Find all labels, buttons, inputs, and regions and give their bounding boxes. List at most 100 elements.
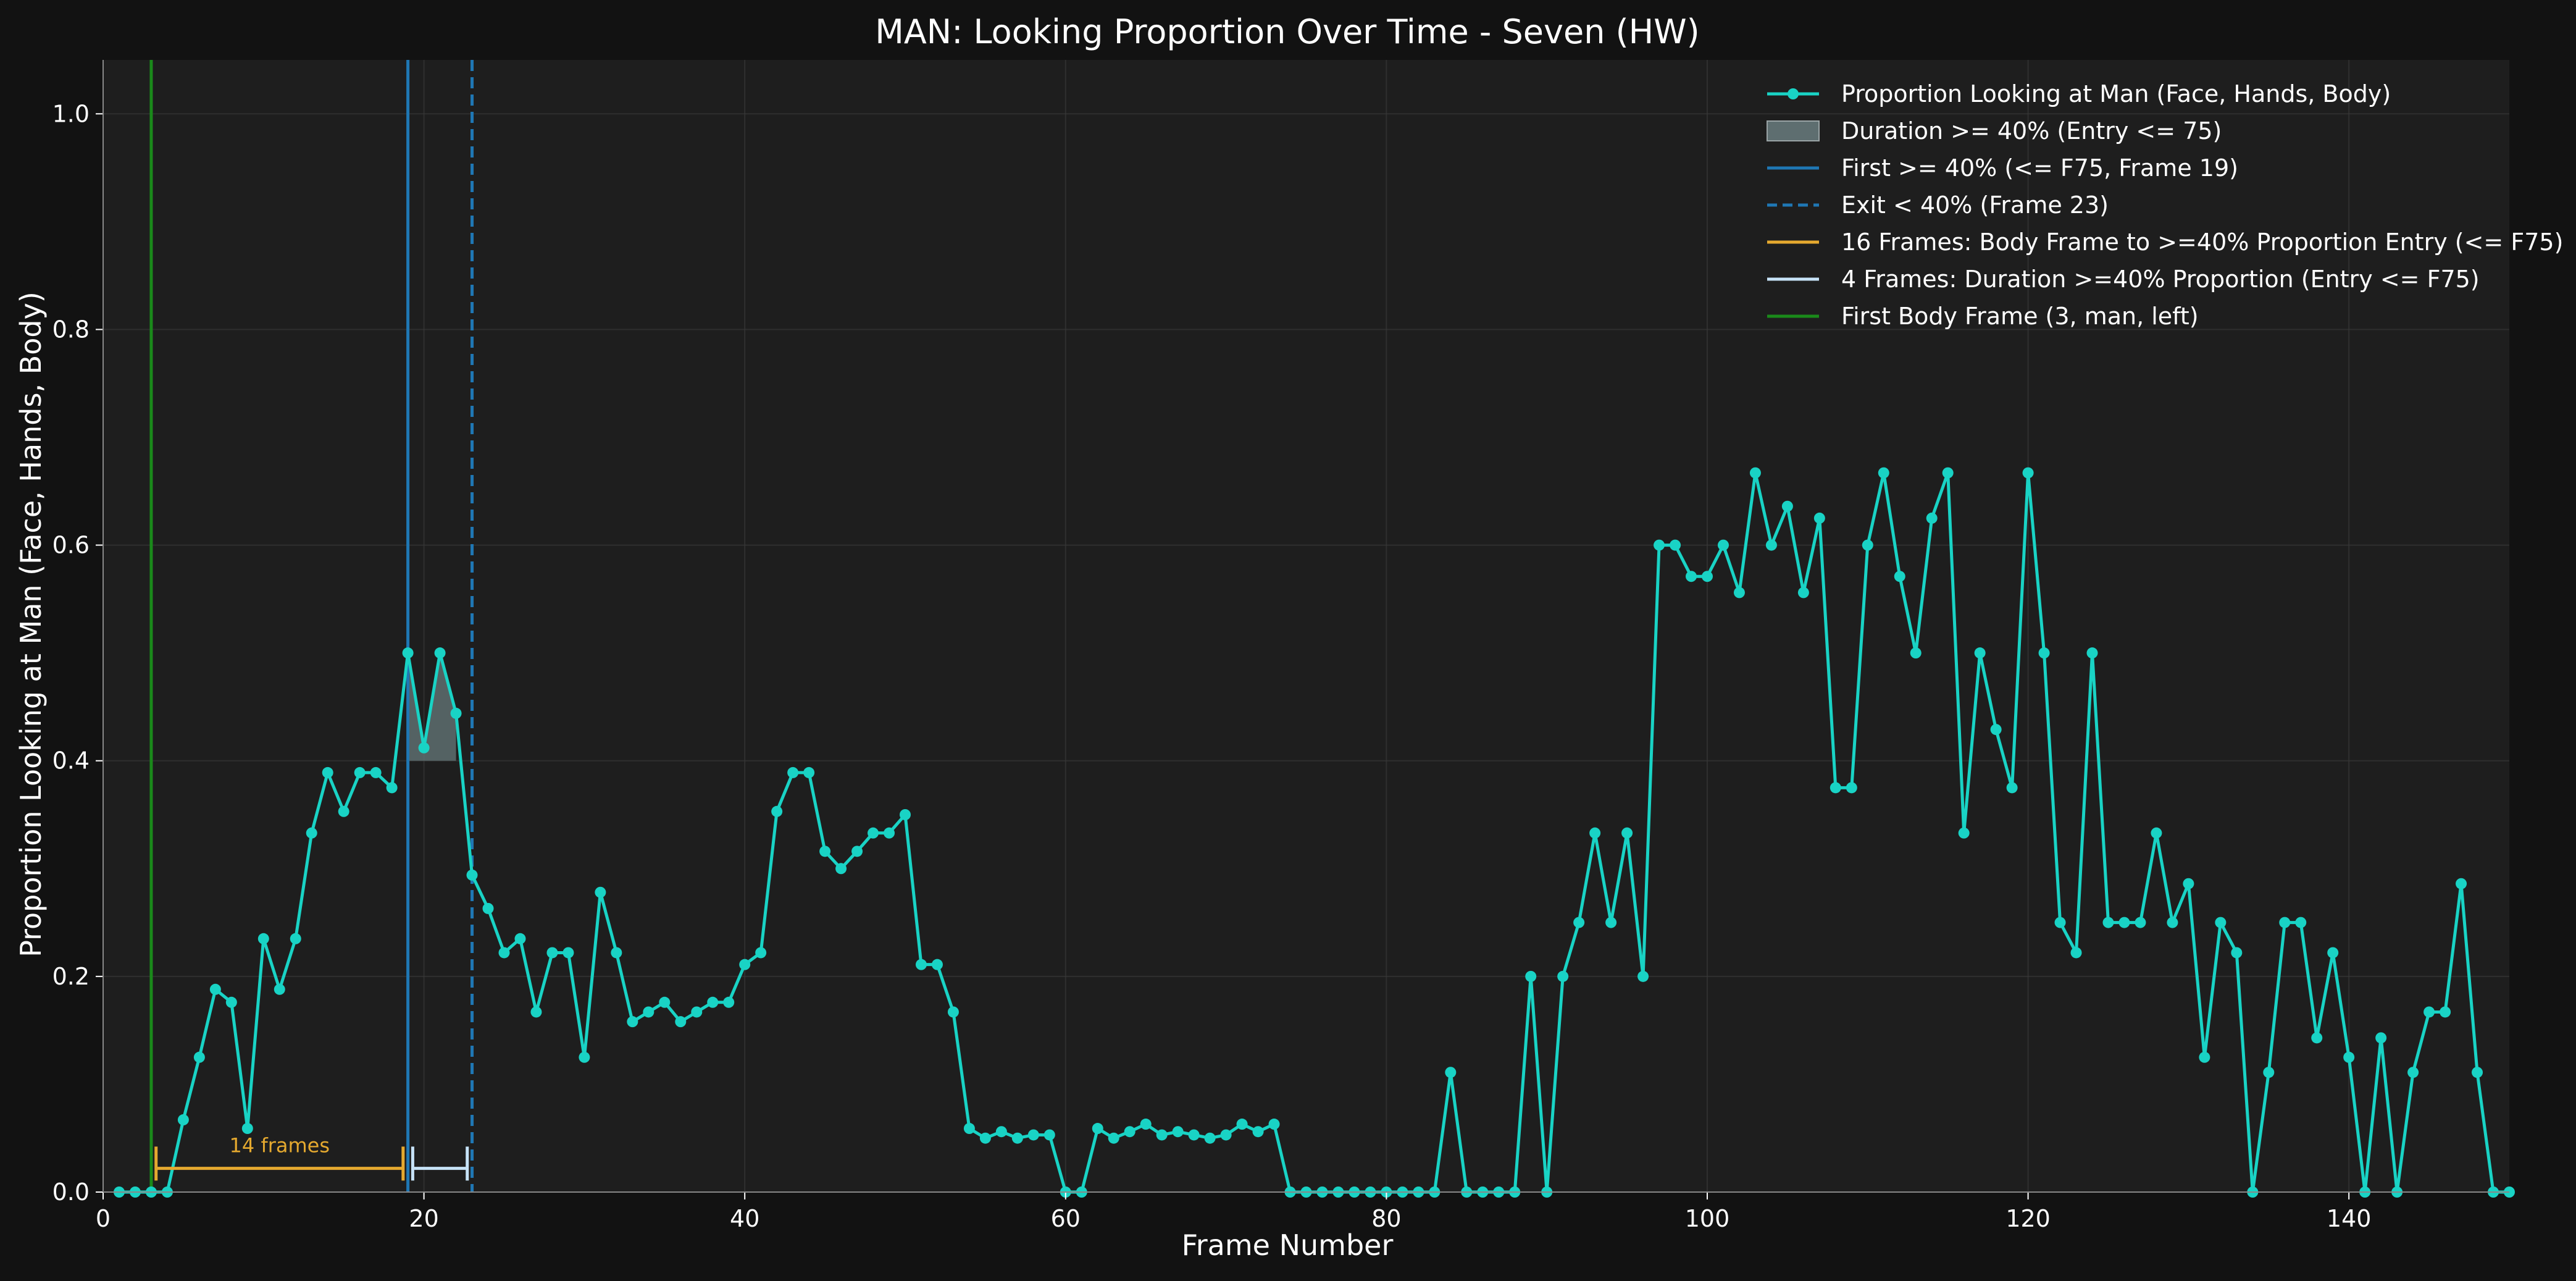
- data-point: [546, 947, 558, 959]
- data-point: [579, 1051, 590, 1063]
- data-point: [1156, 1129, 1168, 1141]
- legend-swatch: [1767, 120, 1820, 141]
- data-point: [2151, 827, 2162, 839]
- data-point: [1252, 1126, 1264, 1138]
- data-point: [2231, 947, 2243, 959]
- data-point: [819, 846, 831, 857]
- data-point: [803, 766, 815, 778]
- data-point: [450, 707, 462, 719]
- y-tick-label: 0.0: [52, 1178, 90, 1206]
- data-point: [787, 766, 799, 778]
- y-tick-label: 0.6: [52, 532, 90, 559]
- data-point: [2022, 467, 2034, 479]
- data-point: [562, 947, 574, 959]
- data-point: [1605, 917, 1617, 928]
- chart-title: MAN: Looking Proportion Over Time - Seve…: [875, 12, 1699, 51]
- data-point: [1220, 1129, 1232, 1141]
- x-tick-label: 20: [409, 1205, 438, 1232]
- data-point: [177, 1114, 189, 1126]
- data-point: [418, 742, 430, 754]
- data-point: [2038, 647, 2050, 659]
- data-point: [1910, 647, 1922, 659]
- data-point: [1621, 827, 1633, 839]
- data-point: [884, 827, 895, 839]
- data-point: [2167, 917, 2178, 928]
- data-point: [2102, 917, 2114, 928]
- data-point: [1204, 1132, 1216, 1144]
- data-point: [1878, 467, 1889, 479]
- data-point: [354, 766, 366, 778]
- legend-label: First >= 40% (<= F75, Frame 19): [1841, 154, 2238, 182]
- data-point: [995, 1126, 1007, 1138]
- x-tick-label: 100: [1685, 1205, 1730, 1232]
- data-point: [225, 996, 237, 1008]
- data-point: [611, 947, 622, 959]
- data-point: [2054, 917, 2066, 928]
- data-point: [1926, 512, 1938, 524]
- data-point: [1781, 500, 1793, 512]
- data-point: [2456, 878, 2467, 889]
- data-point: [386, 782, 398, 794]
- data-point: [434, 647, 446, 659]
- data-point: [1108, 1132, 1119, 1144]
- data-point: [643, 1006, 654, 1018]
- data-point: [2423, 1006, 2435, 1018]
- data-point: [338, 805, 349, 817]
- data-point: [466, 869, 478, 881]
- data-point: [755, 947, 767, 959]
- data-point: [306, 827, 317, 839]
- data-point: [402, 647, 414, 659]
- data-point: [193, 1051, 205, 1063]
- x-tick-label: 40: [730, 1205, 759, 1232]
- data-point: [257, 933, 269, 944]
- data-point: [1188, 1129, 1200, 1141]
- data-point: [739, 959, 751, 970]
- data-point: [835, 863, 847, 875]
- data-point: [2183, 878, 2194, 889]
- data-point: [595, 886, 606, 898]
- data-point: [290, 933, 301, 944]
- data-point: [1557, 970, 1569, 982]
- data-point: [274, 983, 285, 995]
- data-point: [1140, 1119, 1152, 1130]
- data-point: [1686, 571, 1697, 582]
- data-point: [1124, 1126, 1135, 1138]
- data-point: [1445, 1067, 1457, 1078]
- data-point: [931, 959, 943, 970]
- data-point: [1717, 539, 1729, 551]
- data-point: [1942, 467, 1954, 479]
- data-point: [514, 933, 526, 944]
- legend-label: 4 Frames: Duration >=40% Proportion (Ent…: [1841, 266, 2480, 293]
- brackets: 14 frames: [154, 1134, 469, 1181]
- legend-label: 16 Frames: Body Frame to >=40% Proportio…: [1841, 229, 2563, 256]
- data-point: [2343, 1051, 2355, 1063]
- legend-marker: [1788, 88, 1799, 99]
- y-tick-label: 0.4: [52, 747, 90, 775]
- data-point: [1011, 1132, 1023, 1144]
- grid-lines: [102, 60, 2509, 1193]
- data-point: [2135, 917, 2146, 928]
- legend: Proportion Looking at Man (Face, Hands, …: [1767, 80, 2563, 330]
- data-point: [868, 827, 879, 839]
- data-point: [915, 959, 927, 970]
- legend-label: First Body Frame (3, man, left): [1841, 303, 2199, 330]
- data-point: [1974, 647, 1986, 659]
- data-point: [2215, 917, 2227, 928]
- data-point: [1043, 1129, 1055, 1141]
- data-point: [947, 1006, 959, 1018]
- plot-area: [103, 60, 2509, 1192]
- data-point: [1862, 539, 1873, 551]
- data-point: [691, 1006, 703, 1018]
- data-point: [2279, 917, 2291, 928]
- data-point: [1654, 539, 1665, 551]
- data-point: [979, 1132, 991, 1144]
- legend-label: Duration >= 40% (Entry <= 75): [1841, 117, 2222, 145]
- bracket-label: 14 frames: [230, 1134, 330, 1157]
- data-point: [2199, 1051, 2210, 1063]
- data-point: [2006, 782, 2018, 794]
- data-point: [675, 1016, 687, 1028]
- data-point: [498, 947, 510, 959]
- y-axis-label: Proportion Looking at Man (Face, Hands, …: [14, 292, 48, 957]
- x-tick-label: 80: [1371, 1205, 1401, 1232]
- data-point: [1573, 917, 1585, 928]
